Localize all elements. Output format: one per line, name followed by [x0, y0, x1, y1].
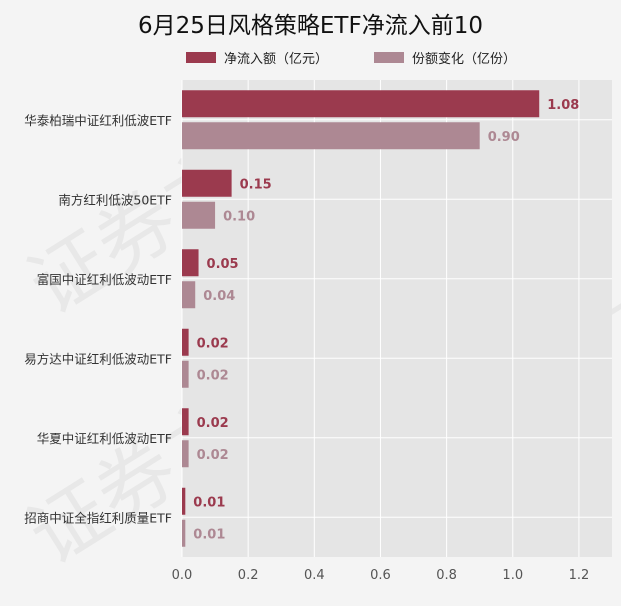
bar-share-change — [182, 360, 189, 388]
x-tick-label: 0.0 — [172, 568, 193, 583]
category-label: 富国中证红利低波动ETF — [37, 272, 172, 287]
bar-net-inflow — [182, 249, 199, 277]
bar-share-change — [182, 281, 196, 309]
data-label-net-inflow: 0.05 — [207, 257, 239, 272]
x-tick-label: 0.2 — [238, 568, 259, 583]
x-tick-label: 1.0 — [502, 568, 523, 583]
data-label-share-change: 0.04 — [203, 289, 235, 304]
bar-net-inflow — [182, 328, 189, 356]
data-label-net-inflow: 0.02 — [197, 336, 229, 351]
legend-item-net-inflow: 净流入额（亿元） — [186, 48, 328, 67]
bar-net-inflow — [182, 90, 540, 118]
bar-net-inflow — [182, 408, 189, 436]
data-label-share-change: 0.02 — [197, 368, 229, 383]
x-tick-label: 0.8 — [436, 568, 457, 583]
category-label: 华夏中证红利低波动ETF — [37, 431, 172, 446]
legend: 净流入额（亿元） 份额变化（亿份） — [186, 48, 516, 67]
x-tick-label: 0.4 — [304, 568, 325, 583]
data-label-net-inflow: 0.02 — [197, 416, 229, 431]
bar-net-inflow — [182, 487, 186, 515]
legend-swatch-net-inflow — [186, 52, 216, 63]
plot-area — [182, 80, 612, 557]
data-label-share-change: 0.02 — [197, 448, 229, 463]
legend-swatch-share-change — [374, 52, 405, 63]
category-label: 易方达中证红利低波动ETF — [24, 351, 172, 366]
data-label-share-change: 0.90 — [488, 130, 520, 145]
bar-share-change — [182, 122, 480, 150]
x-tick-label: 0.6 — [370, 568, 391, 583]
bar-share-change — [182, 201, 216, 229]
data-label-net-inflow: 0.15 — [240, 177, 272, 192]
legend-label-share-change: 份额变化（亿份） — [412, 52, 517, 67]
bar-share-change — [182, 519, 186, 547]
bar-net-inflow — [182, 169, 232, 197]
bar-share-change — [182, 440, 189, 468]
chart-title: 6月25日风格策略ETF净流入前10 — [138, 13, 483, 39]
category-label: 南方红利低波50ETF — [58, 192, 172, 207]
category-label: 招商中证全指红利质量ETF — [24, 510, 172, 525]
data-label-net-inflow: 0.01 — [193, 495, 225, 510]
data-label-share-change: 0.10 — [223, 209, 255, 224]
legend-label-net-inflow: 净流入额（亿元） — [224, 52, 329, 67]
category-label: 华泰柏瑞中证红利低波ETF — [24, 113, 172, 128]
data-label-share-change: 0.01 — [193, 527, 225, 542]
data-label-net-inflow: 1.08 — [547, 98, 579, 113]
x-tick-label: 1.2 — [569, 568, 590, 583]
legend-item-share-change: 份额变化（亿份） — [374, 48, 516, 67]
